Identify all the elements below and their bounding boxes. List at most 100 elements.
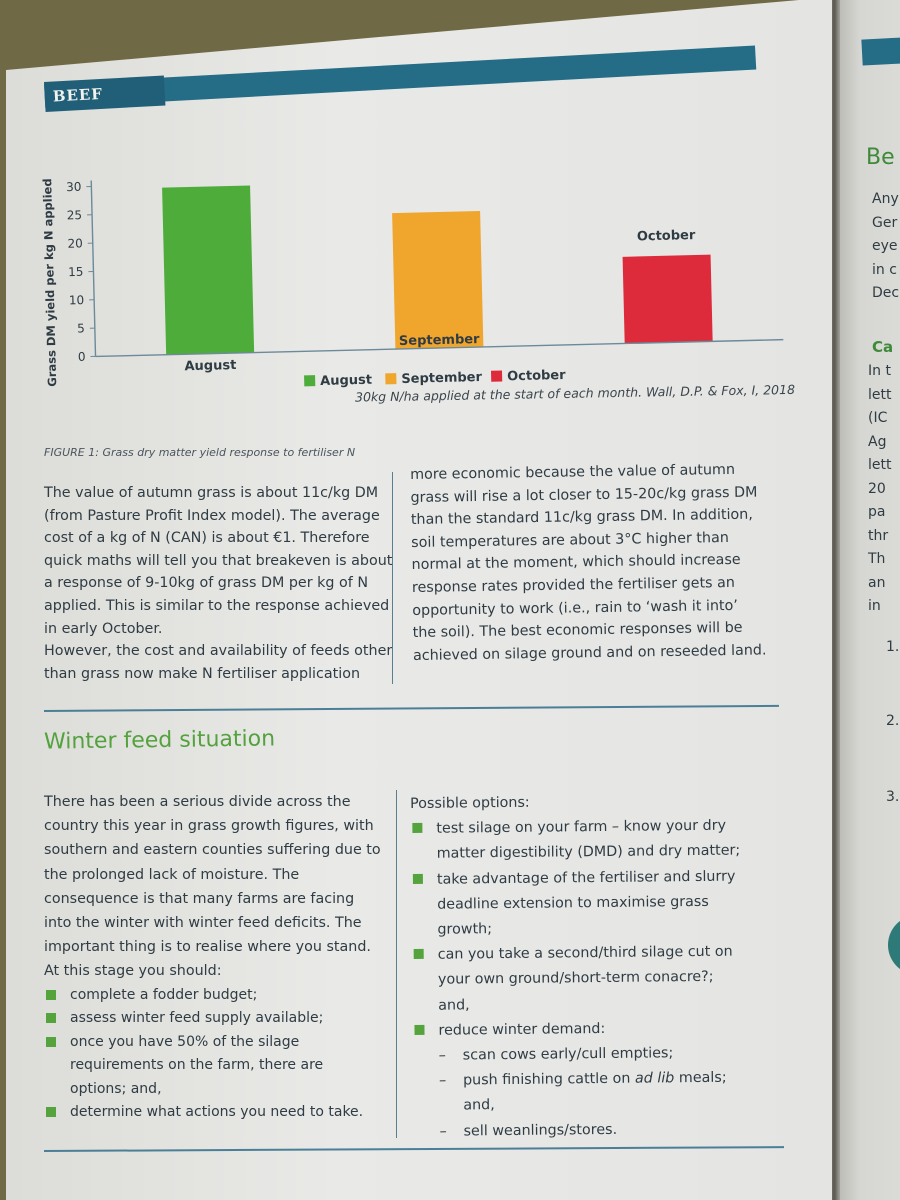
option-item: reduce winter demand:: [412, 1015, 792, 1044]
reduce-demand-text: scan cows early/cull empties;: [462, 1045, 674, 1064]
reduce-demand-text: sell weanlings/stores.: [463, 1121, 618, 1140]
winter-action-item: determine what actions you need to take.: [44, 1101, 394, 1125]
reduce-demand-text: push finishing cattle on: [462, 1070, 636, 1089]
winter-action-item: complete a fodder budget;: [44, 984, 394, 1008]
y-tick-label: 15: [68, 265, 84, 279]
bullet-square-icon: [46, 1013, 56, 1024]
right-page-top-line: eye: [872, 238, 898, 254]
intro-left-line: However, the cost and availability of fe…: [44, 643, 393, 660]
option-item-line: and,: [438, 997, 470, 1014]
right-page-mid-line: an: [868, 574, 886, 591]
winter-left-line: There has been a serious divide across t…: [44, 794, 351, 810]
winter-action-list: complete a fodder budget; assess winter f…: [44, 984, 394, 1125]
chart-labels: August September October: [184, 228, 696, 374]
column-divider-2: [396, 790, 397, 1138]
legend-entry: October: [507, 368, 566, 384]
right-page-mid-line: thr: [868, 527, 889, 544]
right-page-mid-line: pa: [868, 504, 886, 520]
legend-swatch: [304, 375, 316, 387]
bullet-square-icon: [46, 1036, 56, 1047]
winter-left-line: into the winter with winter feed deficit…: [44, 915, 362, 932]
right-page-mid-line: Th: [868, 551, 886, 567]
reduce-demand-sublist: – scan cows early/cull empties; – push fini…: [439, 1040, 794, 1145]
winter-left-column: There has been a serious divide across t…: [44, 790, 394, 1125]
reduce-demand-item: – push finishing cattle on ad lib meals;: [439, 1065, 793, 1094]
winter-left-line: country this year in grass growth figure…: [44, 818, 374, 835]
right-page-top-line: Dec: [872, 285, 900, 301]
reduce-demand-item: and,: [439, 1090, 793, 1119]
option-item-line: reduce winter demand:: [438, 1020, 606, 1039]
right-page-top-line: Any: [872, 191, 899, 207]
y-axis-line: [90, 180, 97, 357]
y-tick-label: 20: [67, 236, 83, 250]
intro-left-line: (from Pasture Profit Index model). The a…: [44, 507, 380, 524]
bar-chart: August September October August September Oct…: [40, 178, 784, 389]
axis-group: 0 5 10 15 20 25 30 Grass DM yield per kg N appl…: [40, 178, 784, 387]
winter-action-item-line: assess winter feed supply available;: [70, 1010, 324, 1027]
figure-caption-label: Figure 1:: [44, 446, 99, 459]
right-page-number-3: 3.: [886, 789, 900, 805]
dash-marker: –: [438, 1072, 447, 1089]
right-page-subheading: Ca: [872, 338, 894, 356]
intro-right-column: more economic because the value of autum…: [410, 458, 788, 667]
option-item-line: test silage on your farm – know your dry: [436, 817, 727, 837]
y-tick-label: 25: [67, 208, 83, 222]
bullet-square-icon: [412, 873, 423, 884]
right-page-number-2: 2.: [886, 713, 900, 729]
bar-october: [622, 254, 713, 344]
reduce-demand-emphasis: ad lib: [634, 1070, 675, 1087]
reduce-demand-item: – scan cows early/cull empties;: [439, 1040, 793, 1069]
left-page: [6, 0, 832, 1200]
right-page-header-band: [861, 36, 900, 66]
winter-left-line: important thing is to realise where you …: [44, 939, 371, 956]
intro-left-line: in early October.: [44, 620, 163, 637]
figure-caption: Figure 1: Grass dry matter yield respons…: [44, 446, 355, 459]
x-category-label: August: [184, 358, 236, 374]
winter-intro-text: There has been a serious divide across t…: [44, 790, 394, 984]
winter-left-line: southern and eastern counties suffering …: [44, 842, 381, 859]
winter-section-title: Winter feed situation: [43, 726, 276, 755]
winter-action-item: once you have 50% of the silage requireme…: [44, 1031, 394, 1102]
option-item-line: deadline extension to maximise grass: [437, 893, 709, 913]
legend-swatch: [490, 370, 503, 382]
legend-entry: September: [401, 370, 483, 387]
bar-august: [162, 185, 255, 355]
winter-action-item-line: requirements on the farm, there are: [70, 1057, 324, 1074]
reduce-demand-text: and,: [463, 1097, 495, 1114]
intro-left-line: applied. This is similar to the response…: [44, 597, 390, 614]
winter-action-item-line: determine what actions you need to take.: [70, 1104, 364, 1121]
option-item-line: your own ground/short-term conacre?;: [437, 969, 714, 989]
reduce-demand-text-end: meals;: [674, 1069, 727, 1087]
option-item-line: can you take a second/third silage cut o…: [437, 943, 733, 963]
intro-left-line: a response of 9-10kg of grass DM per kg …: [44, 575, 369, 592]
right-page-text-mid: In t lett (IC Ag lett 20 pa thr Th an in: [868, 360, 891, 619]
winter-left-line: consequence is that many farms are facin…: [44, 890, 355, 907]
column-divider: [392, 472, 393, 684]
y-tick-label: 10: [69, 293, 85, 307]
right-page-top-line: in c: [872, 261, 897, 278]
y-tick-label: 0: [78, 350, 86, 364]
dash-marker: –: [438, 1047, 447, 1064]
chart-bars: [162, 185, 713, 355]
right-page-text-top: Any Ger eye in c Dec: [872, 188, 899, 306]
bullet-square-icon: [46, 989, 56, 1000]
reduce-demand-item: – sell weanlings/stores.: [439, 1116, 793, 1145]
right-page: [836, 0, 900, 1200]
options-list: test silage on your farm – know your dry…: [410, 813, 792, 1044]
right-page-number-1: 1.: [886, 639, 900, 655]
winter-action-item-line: options; and,: [70, 1080, 162, 1097]
right-page-mid-line: lett: [868, 386, 892, 403]
intro-left-column: The value of autumn grass is about 11c/k…: [44, 482, 394, 685]
winter-right-column: Possible options: test silage on your fa…: [410, 788, 794, 1145]
x-axis-line: [95, 338, 784, 358]
winter-left-line: At this stage you should:: [44, 963, 222, 980]
right-page-mid-line: Ag: [868, 433, 887, 450]
option-item-line: growth;: [437, 921, 493, 938]
right-page-title: Be: [866, 145, 895, 170]
y-tick-label: 30: [66, 180, 82, 194]
legend-entry: August: [320, 373, 372, 389]
option-item: take advantage of the fertiliser and slu…: [411, 864, 792, 944]
right-page-mid-line: In t: [868, 363, 891, 379]
option-item: test silage on your farm – know your dry…: [410, 813, 791, 867]
